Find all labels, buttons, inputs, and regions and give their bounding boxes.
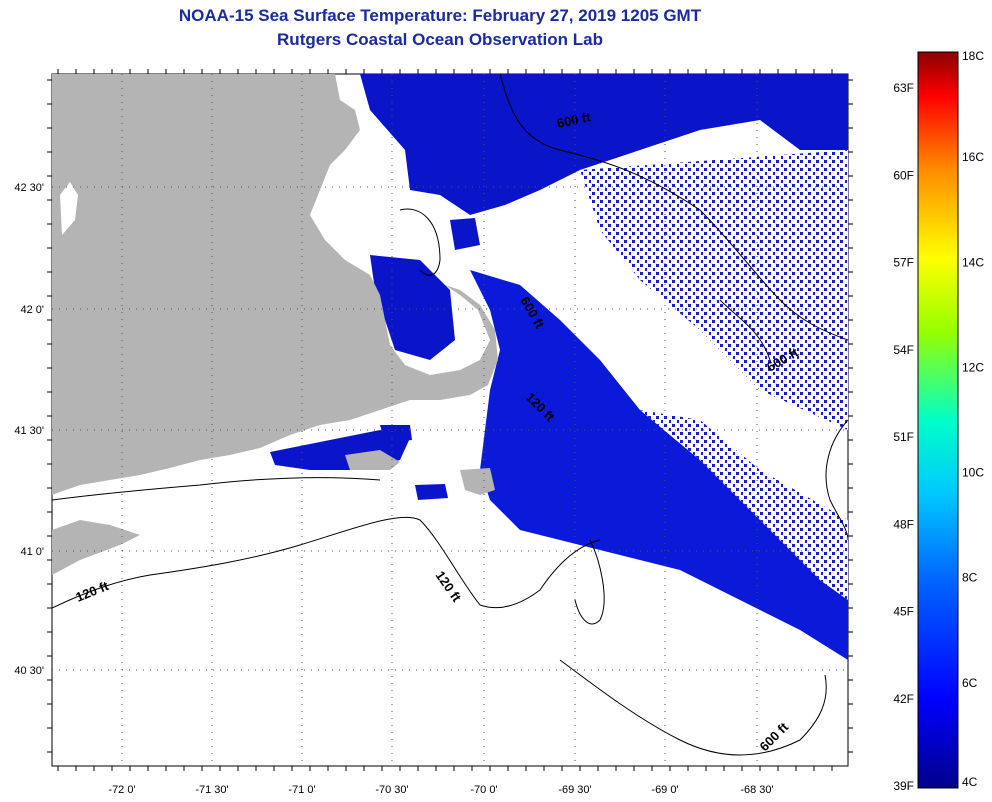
lon-tick-label: -70 0' [470,784,497,796]
contour-label-600ft-north: 600 ft [556,109,593,131]
lat-tick-label: 40 30' [14,665,44,677]
lon-tick-label: -71 30' [195,784,228,796]
lat-tick-label: 42 0' [20,304,44,316]
lat-tick-label: 41 30' [14,425,44,437]
colorbar-fahrenheit-label: 39F [893,779,914,793]
map-subtitle: Rutgers Coastal Ocean Observation Lab [277,30,603,49]
colorbar-celsius-label: 6C [962,676,978,690]
colorbar-fahrenheit-label: 45F [893,605,914,619]
lon-tick-label: -70 30' [375,784,408,796]
colorbar-fahrenheit-label: 42F [893,692,914,706]
colorbar-fahrenheit-label: 63F [893,81,914,95]
colorbar-fahrenheit-label: 60F [893,168,914,182]
lat-tick-label: 41 0' [20,546,44,558]
colorbar-celsius-label: 10C [962,466,984,480]
sst-cold-water [270,74,848,660]
colorbar-celsius-label: 8C [962,571,978,585]
lon-tick-label: -71 0' [288,784,315,796]
lon-tick-label: -68 30' [740,784,773,796]
lat-tick-label: 42 30' [14,182,44,194]
colorbar-celsius-label: 14C [962,255,984,269]
map-title: NOAA-15 Sea Surface Temperature: Februar… [178,6,702,25]
colorbar-celsius-label: 12C [962,360,984,374]
colorbar-celsius-label: 4C [962,775,978,789]
lon-tick-label: -69 30' [558,784,591,796]
colorbar-fahrenheit-label: 51F [893,430,914,444]
colorbar-fahrenheit-label: 57F [893,256,914,270]
lon-tick-label: -72 0' [108,784,135,796]
colorbar-fahrenheit-label: 48F [893,517,914,531]
graticule: -72 0' -71 30' -71 0' -70 30' -70 0' -69 30' -… [14,69,853,796]
colorbar-celsius-label: 18C [962,49,984,63]
lon-tick-label: -69 0' [651,784,678,796]
land-mass [52,74,498,575]
bathymetry-contours [52,74,848,756]
colorbar [917,51,959,789]
colorbar-celsius-label: 16C [962,150,984,164]
colorbar-labels: 18C 16C 14C 12C 10C 8C 6C 4C 63F 60F 57F 54F 51F 48F 4… [893,49,984,793]
colorbar-fahrenheit-label: 54F [893,343,914,357]
